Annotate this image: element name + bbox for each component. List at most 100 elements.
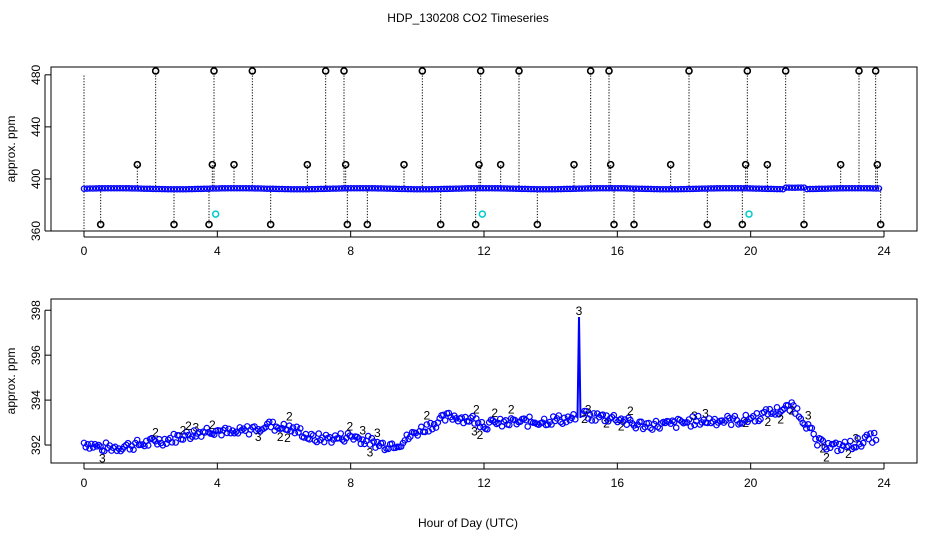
baseline-point xyxy=(680,185,688,193)
co2-point xyxy=(181,432,189,439)
baseline-point xyxy=(359,184,367,192)
top-y-tick-label: 400 xyxy=(29,169,43,189)
bottom-x-tick-label: 4 xyxy=(214,476,221,490)
reference-point xyxy=(738,220,747,229)
reference-point xyxy=(610,220,618,229)
reference-point xyxy=(151,67,160,75)
baseline-point xyxy=(95,185,103,192)
baseline-point xyxy=(629,185,637,192)
baseline-point xyxy=(848,184,856,192)
baseline-point xyxy=(626,185,634,192)
co2-point xyxy=(757,415,764,423)
reference-point xyxy=(210,67,218,75)
co2-point xyxy=(285,422,293,430)
bottom-y-tick-label: 398 xyxy=(29,300,43,320)
co2-point xyxy=(672,424,680,432)
baseline-point xyxy=(443,185,451,193)
baseline-point xyxy=(782,184,790,191)
bottom-y-tick-label: 394 xyxy=(29,390,43,410)
co2-point xyxy=(289,424,297,431)
baseline-point xyxy=(401,185,409,193)
reference-point xyxy=(741,160,750,169)
co2-point xyxy=(95,441,103,449)
co2-point xyxy=(559,420,566,428)
co2-point xyxy=(397,443,405,450)
co2-point xyxy=(555,412,563,419)
baseline-point xyxy=(353,184,361,192)
co2-point xyxy=(339,436,346,444)
co2-point xyxy=(751,417,759,425)
baseline-point xyxy=(317,185,325,193)
co2-point xyxy=(771,411,779,418)
baseline-point xyxy=(635,185,643,192)
co2-point xyxy=(370,438,378,445)
co2-point xyxy=(295,428,302,436)
bottom-x-tick-label: 16 xyxy=(611,476,625,490)
baseline-point xyxy=(512,185,520,192)
baseline-point xyxy=(140,185,148,192)
co2-point xyxy=(826,444,834,452)
baseline-point xyxy=(437,185,445,193)
series-marker-label: 3 xyxy=(374,426,381,440)
co2-point xyxy=(430,420,438,428)
baseline-point xyxy=(557,185,565,193)
baseline-point xyxy=(566,185,574,193)
baseline-point xyxy=(671,185,679,193)
series-marker-label: 2 xyxy=(423,409,430,423)
baseline-point xyxy=(461,185,469,192)
baseline-point xyxy=(371,185,379,192)
baseline-point xyxy=(200,185,208,193)
co2-point xyxy=(848,445,856,453)
reference-point xyxy=(685,67,693,75)
baseline-point xyxy=(320,185,328,193)
baseline-point xyxy=(386,185,394,192)
co2-point xyxy=(859,439,867,447)
co2-point xyxy=(439,411,447,419)
baseline-point xyxy=(185,185,193,193)
baseline-point xyxy=(356,184,364,192)
reference-point xyxy=(533,220,542,229)
baseline-point xyxy=(305,185,313,193)
baseline-point xyxy=(689,185,697,193)
series-marker-label: 2 xyxy=(491,406,498,420)
baseline-point xyxy=(161,185,169,193)
baseline-point xyxy=(590,185,598,192)
co2-point xyxy=(742,411,750,419)
baseline-point xyxy=(155,185,163,193)
reference-point xyxy=(400,160,408,169)
baseline-point xyxy=(407,185,415,193)
co2-point xyxy=(725,414,733,422)
co2-point xyxy=(586,411,594,418)
baseline-point xyxy=(473,184,481,192)
baseline-point xyxy=(596,184,604,192)
baseline-point xyxy=(740,185,748,192)
baseline-point xyxy=(284,185,292,193)
baseline-point xyxy=(701,185,709,192)
baseline-point xyxy=(209,185,217,192)
co2-point xyxy=(599,411,607,419)
reference-point xyxy=(133,160,142,169)
baseline-point xyxy=(554,185,562,193)
baseline-point xyxy=(503,185,511,192)
x-axis-label: Hour of Day (UTC) xyxy=(418,516,518,530)
top-x-tick-label: 16 xyxy=(611,244,625,258)
co2-point xyxy=(568,414,576,422)
baseline-point xyxy=(89,185,97,192)
co2-point xyxy=(747,414,755,422)
baseline-point xyxy=(494,185,502,192)
baseline-point xyxy=(695,185,703,192)
baseline-point xyxy=(188,185,196,193)
co2-point xyxy=(522,416,530,424)
reference-point xyxy=(205,220,213,229)
series-marker-label: 2 xyxy=(286,410,293,424)
baseline-point xyxy=(857,184,865,192)
bottom-x-tick-label: 0 xyxy=(81,476,88,490)
baseline-point xyxy=(617,185,625,192)
baseline-point xyxy=(323,185,331,193)
baseline-point xyxy=(572,185,580,192)
co2-point xyxy=(769,409,777,416)
baseline-point xyxy=(542,185,550,193)
top-x-tick-label: 4 xyxy=(214,244,221,258)
co2-point xyxy=(172,439,180,446)
baseline-point xyxy=(497,185,505,192)
